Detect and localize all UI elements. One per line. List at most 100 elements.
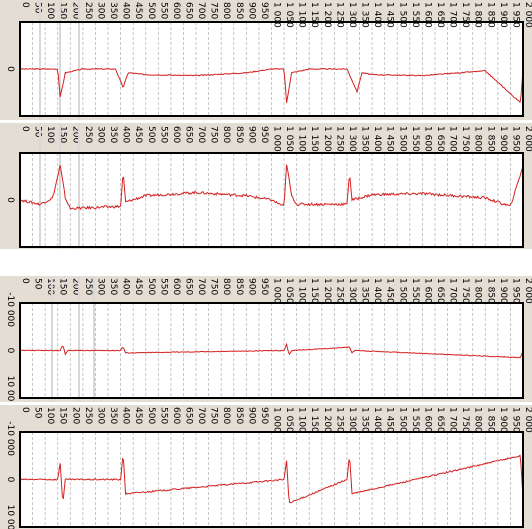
y-tick-label: 0 <box>5 477 15 483</box>
x-tick-label: 700 <box>196 407 206 424</box>
x-tick-label: 1 800 <box>473 126 483 152</box>
x-tick-label: 350 <box>108 2 118 19</box>
x-tick-label: 1 100 <box>297 407 307 433</box>
plot-frame <box>19 21 524 117</box>
signal-trace <box>19 164 524 211</box>
x-tick-label: 950 <box>259 126 269 143</box>
x-tick-label: 1 050 <box>284 2 294 28</box>
x-tick-label: 750 <box>209 2 219 19</box>
x-tick-label: 900 <box>246 2 256 19</box>
x-tick-label: 1 850 <box>485 2 495 28</box>
x-tick-label: 1 700 <box>448 278 458 304</box>
x-tick-label: 1 500 <box>397 126 407 152</box>
x-tick-label: 600 <box>171 407 181 424</box>
signal-trace <box>19 454 524 504</box>
x-tick-label: 1 900 <box>498 126 508 152</box>
signal-trace <box>19 67 524 104</box>
x-tick-label: 1 800 <box>473 407 483 433</box>
x-tick-label: 550 <box>158 126 168 143</box>
x-tick-label: 1 400 <box>372 407 382 433</box>
y-tick-label: -10 000 <box>5 421 15 456</box>
x-tick-label: 1 950 <box>510 126 520 152</box>
x-tick-label: 1 600 <box>422 2 432 28</box>
x-tick-label: 1 650 <box>435 126 445 152</box>
x-tick-label: 850 <box>234 407 244 424</box>
x-tick-label: 850 <box>234 278 244 295</box>
x-tick-label: 1 200 <box>322 278 332 304</box>
x-tick-label: 850 <box>234 2 244 19</box>
x-tick-label: 800 <box>221 407 231 424</box>
panel-channel-1: 0 50 100 150 200 250 300 350 400 450 500 550 600 650 7… <box>0 0 532 120</box>
x-tick-label: 1 050 <box>284 126 294 152</box>
x-tick-label: 1 000 <box>272 126 282 152</box>
x-tick-label: 600 <box>171 2 181 19</box>
x-tick-label: 900 <box>246 278 256 295</box>
x-tick-label: 1 350 <box>360 278 370 304</box>
x-tick-label: 400 <box>121 126 131 143</box>
x-tick-label: 2 000 <box>523 407 532 433</box>
x-tick-label: 0 <box>20 278 30 284</box>
x-tick-label: 1 050 <box>284 407 294 433</box>
x-tick-label: 1 600 <box>422 407 432 433</box>
x-tick-label: 1 300 <box>347 278 357 304</box>
x-tick-label: 1 300 <box>347 407 357 433</box>
x-tick-label: 700 <box>196 2 206 19</box>
plot-frame <box>19 302 524 399</box>
x-tick-label: 1 550 <box>410 2 420 28</box>
x-tick-label: 1 150 <box>309 126 319 152</box>
x-tick-label: 100 <box>45 278 55 295</box>
x-tick-label: 150 <box>58 2 68 19</box>
x-tick-label: 1 850 <box>485 126 495 152</box>
x-tick-label: 1 300 <box>347 126 357 152</box>
x-tick-label: 500 <box>146 278 156 295</box>
x-tick-label: 1 800 <box>473 2 483 28</box>
x-tick-label: 150 <box>58 278 68 295</box>
x-tick-label: 650 <box>183 407 193 424</box>
x-tick-label: 1 200 <box>322 126 332 152</box>
x-tick-label: 450 <box>133 278 143 295</box>
x-tick-label: 1 600 <box>422 278 432 304</box>
x-tick-label: 1 250 <box>334 278 344 304</box>
x-tick-label: 150 <box>58 126 68 143</box>
x-tick-label: 1 300 <box>347 2 357 28</box>
x-tick-label: 250 <box>83 278 93 295</box>
x-tick-label: 0 <box>20 407 30 413</box>
x-tick-label: 500 <box>146 126 156 143</box>
y-tick-label: 0 <box>5 348 15 354</box>
x-tick-label: 1 350 <box>360 2 370 28</box>
x-tick-label: 50 <box>33 278 43 290</box>
x-tick-label: 650 <box>183 126 193 143</box>
x-tick-label: 1 500 <box>397 278 407 304</box>
x-tick-label: 800 <box>221 2 231 19</box>
x-tick-label: 300 <box>95 126 105 143</box>
x-tick-label: 1 100 <box>297 126 307 152</box>
x-tick-label: 1 650 <box>435 407 445 433</box>
x-tick-label: 100 <box>45 126 55 143</box>
x-tick-label: 1 450 <box>385 407 395 433</box>
x-tick-label: 1 200 <box>322 2 332 28</box>
x-tick-label: 950 <box>259 407 269 424</box>
x-tick-label: 1 200 <box>322 407 332 433</box>
x-tick-label: 2 000 <box>523 278 532 304</box>
x-tick-label: 800 <box>221 278 231 295</box>
x-tick-label: 1 150 <box>309 2 319 28</box>
x-tick-label: 850 <box>234 126 244 143</box>
x-tick-label: 300 <box>95 2 105 19</box>
x-tick-label: 1 250 <box>334 407 344 433</box>
x-tick-label: 1 100 <box>297 278 307 304</box>
x-tick-label: 1 400 <box>372 278 382 304</box>
y-tick-label: -10 000 <box>5 292 15 327</box>
x-tick-label: 1 550 <box>410 278 420 304</box>
x-tick-label: 1 450 <box>385 2 395 28</box>
x-tick-label: 1 700 <box>448 407 458 433</box>
x-tick-label: 0 <box>20 2 30 8</box>
x-tick-label: 1 100 <box>297 2 307 28</box>
x-tick-label: 1 400 <box>372 2 382 28</box>
x-tick-label: 950 <box>259 2 269 19</box>
x-tick-label: 1 000 <box>272 2 282 28</box>
x-tick-label: 2 000 <box>523 2 532 28</box>
x-tick-label: 750 <box>209 126 219 143</box>
x-tick-label: 50 <box>33 407 43 419</box>
x-tick-label: 1 150 <box>309 278 319 304</box>
x-tick-label: 500 <box>146 2 156 19</box>
